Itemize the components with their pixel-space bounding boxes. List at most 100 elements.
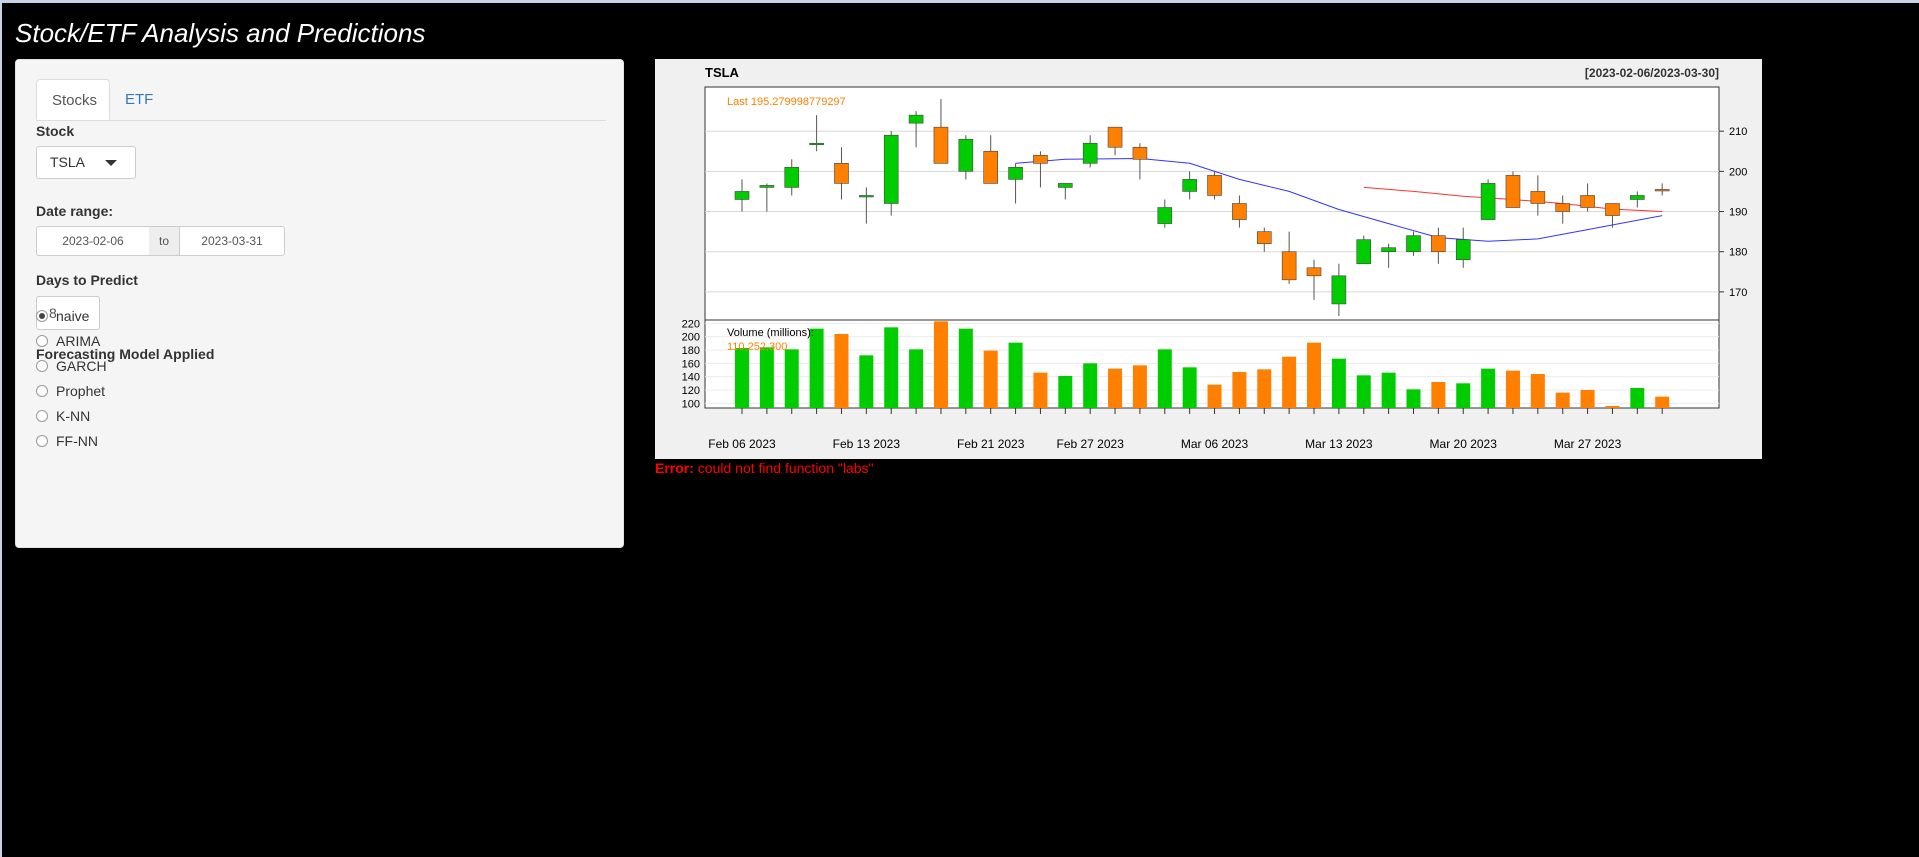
candle-body <box>1331 275 1347 305</box>
volume-bar <box>1406 389 1421 408</box>
date-from-input[interactable]: 2023-02-06 <box>36 226 150 256</box>
model-option-k-nn[interactable]: K-NN <box>36 406 90 426</box>
volume-bar <box>1058 376 1073 408</box>
model-option-ff-nn[interactable]: FF-NN <box>36 431 98 451</box>
chart-title: TSLA <box>705 65 740 80</box>
x-tick-label: Feb 13 2023 <box>833 437 901 451</box>
tab-stocks[interactable]: Stocks <box>36 79 110 120</box>
volume-bar <box>1008 342 1023 408</box>
candle-body <box>859 195 874 198</box>
model-option-garch[interactable]: GARCH <box>36 356 107 376</box>
stock-select-value: TSLA <box>50 154 86 170</box>
volume-bar <box>784 349 799 408</box>
candle-body <box>1132 146 1148 160</box>
candle-body <box>1555 203 1571 212</box>
price-tick-label: 210 <box>1729 126 1747 138</box>
volume-tick-label: 160 <box>682 358 700 370</box>
model-option-label: K-NN <box>56 408 91 424</box>
candle-body <box>1232 203 1247 220</box>
x-tick-label: Mar 20 2023 <box>1430 437 1498 451</box>
candle-body <box>1033 154 1048 164</box>
price-tick-label: 200 <box>1729 166 1747 178</box>
volume-bar <box>1580 390 1595 408</box>
error-prefix: Error: <box>655 460 694 476</box>
candle-body <box>1505 175 1521 208</box>
volume-bar <box>983 350 998 408</box>
model-option-prophet[interactable]: Prophet <box>36 381 105 401</box>
model-option-arima[interactable]: ARIMA <box>36 331 100 351</box>
volume-tick-label: 140 <box>682 372 700 384</box>
candle-body <box>1107 126 1123 148</box>
radio-button-icon[interactable] <box>36 335 48 347</box>
stock-select[interactable]: TSLA <box>36 146 136 179</box>
candle-body <box>1008 167 1023 180</box>
window-left-border <box>0 0 2 857</box>
price-tick-label: 180 <box>1729 247 1747 259</box>
last-price-label: Last 195.279998779297 <box>727 96 846 108</box>
volume-bar <box>1307 342 1322 408</box>
volume-bar <box>759 347 774 408</box>
volume-bar <box>1207 384 1222 408</box>
radio-button-icon[interactable] <box>36 360 48 372</box>
candle-body <box>1580 195 1595 208</box>
x-tick-label: Feb 27 2023 <box>1056 437 1124 451</box>
app-title: Stock/ETF Analysis and Predictions <box>15 18 426 48</box>
candle-body <box>1630 195 1645 200</box>
x-tick-label: Mar 13 2023 <box>1305 437 1373 451</box>
candle-body <box>809 142 824 146</box>
radio-button-icon[interactable] <box>36 435 48 447</box>
candle-body <box>908 114 924 124</box>
stock-label: Stock <box>36 123 75 139</box>
model-option-naive[interactable]: naive <box>36 306 89 326</box>
candle-body <box>1605 203 1620 216</box>
volume-tick-label: 120 <box>682 385 700 397</box>
stock-chart: TSLA [2023-02-06/2023-03-30] 170 180 190 200 2… <box>655 59 1762 459</box>
forecasting-model-label: Forecasting Model Applied <box>36 346 215 362</box>
volume-bar <box>1630 388 1645 408</box>
radio-button-icon[interactable] <box>36 385 48 397</box>
volume-bar <box>1381 372 1396 408</box>
volume-tick-label: 200 <box>682 332 700 344</box>
candle-body <box>734 191 750 200</box>
radio-button-icon[interactable] <box>36 410 48 422</box>
volume-bar <box>1431 382 1446 408</box>
candle-body <box>1256 231 1272 244</box>
volume-bar <box>1331 358 1346 408</box>
volume-label: Volume (millions): <box>727 327 814 339</box>
volume-bar <box>1655 396 1670 408</box>
x-tick-label: Mar 06 2023 <box>1181 437 1249 451</box>
error-text: could not find function "labs" <box>697 460 874 476</box>
volume-tick-label: 100 <box>682 398 700 410</box>
candle-body <box>1281 251 1297 281</box>
candle-body <box>1182 179 1197 192</box>
candle-body <box>933 126 949 164</box>
price-tick-label: 170 <box>1729 287 1747 299</box>
x-tick-label: Mar 27 2023 <box>1554 437 1622 451</box>
error-message: Error: could not find function "labs" <box>655 460 874 476</box>
candle-body <box>1480 183 1496 220</box>
volume-bar <box>1530 374 1545 408</box>
volume-bar <box>1132 365 1147 408</box>
volume-bar <box>884 327 899 408</box>
volume-tick-label: 220 <box>682 318 700 330</box>
x-tick-label: Feb 21 2023 <box>957 437 1025 451</box>
tab-etf[interactable]: ETF <box>125 91 154 108</box>
sidebar-panel: Stocks ETF Stock TSLA Date range: 2023-0… <box>15 59 624 548</box>
volume-bar <box>809 328 824 408</box>
volume-bar <box>1182 367 1197 408</box>
candle-body <box>983 150 999 184</box>
radio-button-icon[interactable] <box>36 310 48 322</box>
tab-bar: Stocks ETF <box>36 79 606 121</box>
date-range-label: Date range: <box>36 203 114 219</box>
volume-bar <box>1605 406 1620 408</box>
candle-body <box>1082 142 1098 164</box>
date-to-input[interactable]: 2023-03-31 <box>179 226 285 256</box>
volume-bar <box>909 349 924 408</box>
volume-last-label: 110,252,300 <box>727 341 787 353</box>
volume-bar <box>958 328 973 408</box>
candle-body <box>1381 247 1396 253</box>
candle-body <box>1530 191 1546 204</box>
volume-bar <box>1257 369 1272 408</box>
volume-bar <box>834 334 849 408</box>
candlestick-chart-svg: TSLA [2023-02-06/2023-03-30] 170 180 190 200 2… <box>682 65 1748 451</box>
